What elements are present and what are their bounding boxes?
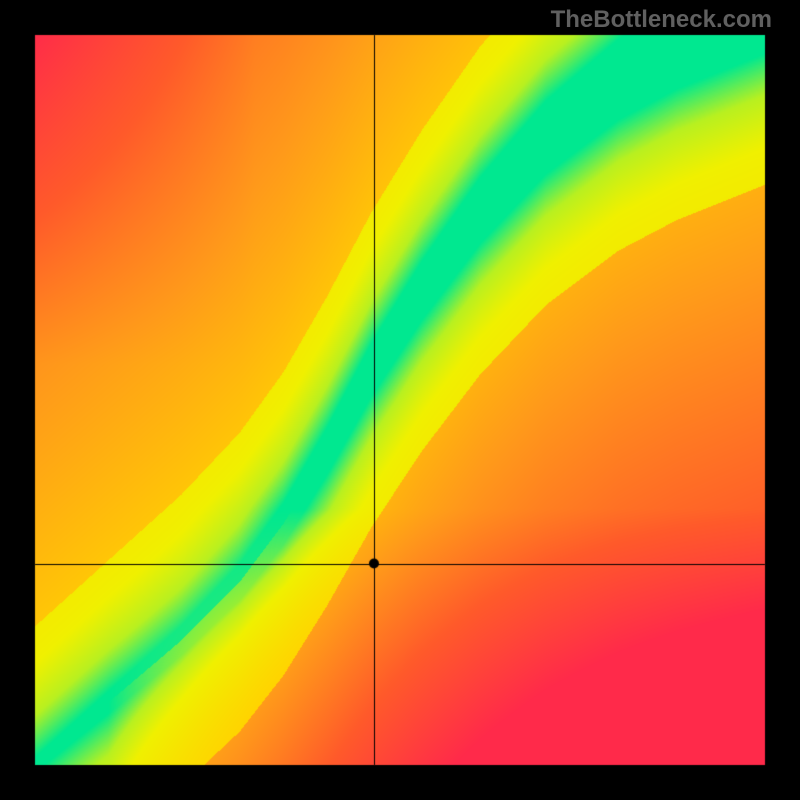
watermark-text: TheBottleneck.com (551, 6, 772, 34)
figure-root: TheBottleneck.com (0, 0, 800, 800)
crosshair-overlay (0, 0, 800, 800)
